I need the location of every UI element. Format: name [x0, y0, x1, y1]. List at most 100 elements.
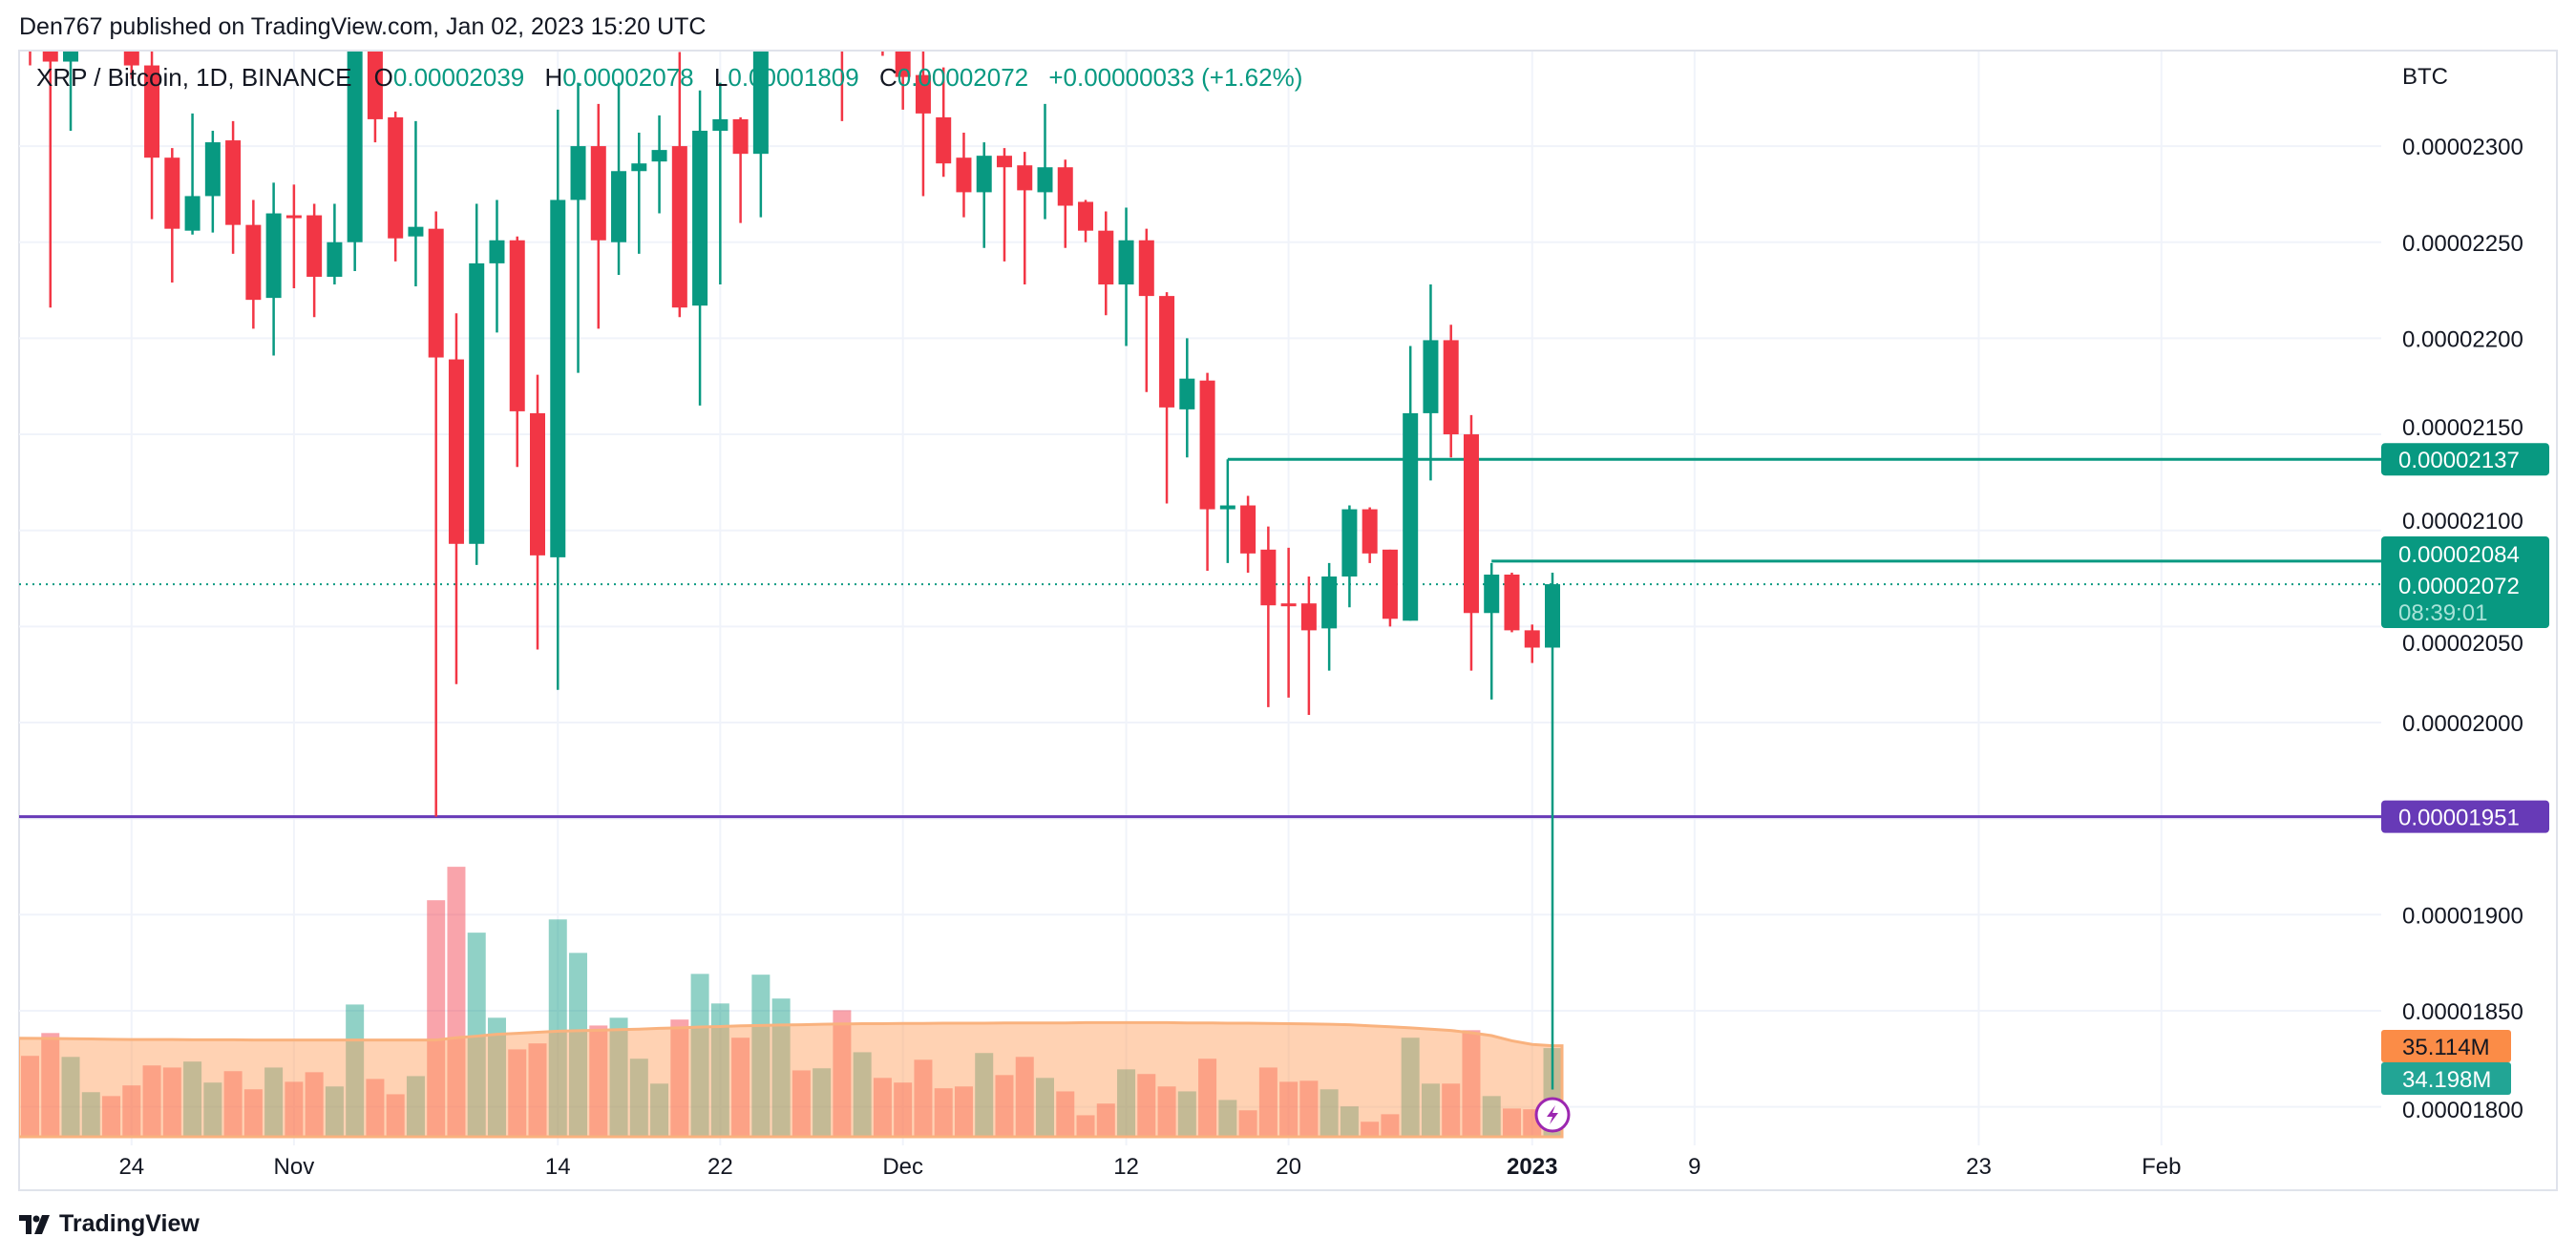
- countdown-timer: 08:39:01: [2398, 600, 2487, 626]
- time-tick-label: 24: [118, 1154, 144, 1180]
- price-tick-label: 0.00001900: [2402, 903, 2523, 929]
- candle: [895, 52, 911, 110]
- tradingview-logo[interactable]: TradingView: [19, 1210, 200, 1238]
- price-tick-label: 0.00001850: [2402, 999, 2523, 1025]
- candle: [570, 82, 586, 373]
- resistance-line-2137-label: 0.00002137: [2398, 448, 2520, 473]
- volume-bar: [833, 1010, 852, 1137]
- candle: [1362, 507, 1378, 563]
- volume-bar: [710, 1003, 729, 1137]
- last-price-label-bg: [2381, 536, 2549, 628]
- volume-bar: [325, 1086, 344, 1137]
- volume-bar: [1381, 1114, 1400, 1137]
- candle: [915, 52, 931, 197]
- volume-bar: [1482, 1096, 1501, 1137]
- candle: [1484, 562, 1500, 700]
- candle: [1321, 562, 1338, 671]
- candle: [245, 199, 262, 329]
- candle: [367, 52, 383, 143]
- time-axis[interactable]: 24 Nov 14 22 Dec 12 20 2023 9 23 Feb: [118, 1154, 2181, 1180]
- volume-bar: [609, 1017, 628, 1137]
- volume-bar: [1361, 1122, 1380, 1137]
- candle: [428, 211, 444, 817]
- volume-bar: [1502, 1108, 1521, 1137]
- volume-bar: [162, 1067, 181, 1137]
- candle-body: [509, 240, 525, 411]
- candle-body: [712, 118, 728, 131]
- candle-body: [773, 0, 789, 2]
- volume-bar: [995, 1075, 1014, 1137]
- low-label: L: [713, 63, 728, 92]
- candle: [1037, 103, 1053, 220]
- candle-body: [752, 52, 769, 155]
- plot-area[interactable]: [19, 0, 2382, 1139]
- candle-body: [1300, 603, 1317, 631]
- candle: [530, 374, 545, 650]
- volume-bar: [346, 1004, 365, 1137]
- publish-info: Den767 published on TradingView.com, Jan…: [19, 13, 707, 40]
- price-axis-currency: BTC: [2402, 64, 2448, 90]
- candle: [123, 52, 139, 79]
- candle: [590, 103, 606, 329]
- volume-bar: [873, 1078, 892, 1137]
- line-label-2084: 0.00002084: [2398, 542, 2520, 568]
- candle-body: [1403, 412, 1419, 621]
- candle: [1098, 211, 1114, 316]
- volume-bar: [650, 1083, 669, 1137]
- horizontal-lines[interactable]: [19, 457, 2381, 819]
- tradingview-brand: TradingView: [59, 1210, 200, 1237]
- candle: [712, 82, 728, 285]
- candle: [408, 120, 424, 287]
- candle: [184, 113, 201, 235]
- volume-bar: [751, 975, 771, 1137]
- volume-bar: [1421, 1083, 1440, 1137]
- volume-labels: 35.114M 34.198M: [2381, 1030, 2511, 1095]
- candle: [104, 0, 119, 31]
- candle: [1219, 459, 1235, 563]
- candle-body: [23, 0, 38, 8]
- candle-body: [1260, 549, 1277, 606]
- dividends-event-icon[interactable]: [1534, 1097, 1571, 1133]
- volume-bar: [1157, 1086, 1176, 1137]
- candle: [692, 90, 708, 406]
- volume-bar: [386, 1094, 405, 1137]
- support-line-1951-label-bg: [2381, 800, 2549, 833]
- candle: [509, 236, 525, 468]
- volume-bar: [1442, 1083, 1461, 1137]
- grid: [19, 52, 2381, 1145]
- resistance-line-2137-label-bg: [2381, 443, 2549, 476]
- time-tick-label: 12: [1113, 1154, 1139, 1180]
- candle-body: [408, 226, 424, 237]
- candle: [285, 184, 302, 289]
- candle-body: [1057, 167, 1073, 206]
- candle-body: [327, 241, 343, 277]
- volume-bar: [792, 1070, 811, 1137]
- volume-bar: [1036, 1078, 1054, 1137]
- candle-body: [1443, 340, 1459, 435]
- volume-bar: [1218, 1100, 1237, 1137]
- symbol-name[interactable]: XRP / Bitcoin, 1D, BINANCE: [36, 63, 352, 92]
- candle-body: [469, 262, 485, 544]
- candle-body: [976, 156, 992, 193]
- candle: [83, 0, 98, 46]
- candle: [936, 67, 952, 178]
- volume-ma-area: [19, 1020, 1564, 1139]
- candle-body: [855, 0, 870, 8]
- candle: [63, 52, 79, 131]
- last-price-label: 0.00002084 0.00002072 08:39:01: [2381, 536, 2549, 628]
- candle: [1199, 372, 1215, 571]
- volume-bar: [427, 900, 446, 1137]
- volume-bar: [934, 1088, 953, 1137]
- price-axis[interactable]: 0.00002300 0.00002250 0.00002200 0.00002150…: [2402, 135, 2523, 1123]
- open-label: O: [373, 63, 393, 92]
- candle-body: [1280, 603, 1297, 607]
- volume-bar: [1137, 1074, 1156, 1137]
- candle: [1017, 152, 1033, 285]
- price-tick-label: 0.00002300: [2402, 135, 2523, 160]
- time-tick-label: 14: [545, 1154, 571, 1180]
- volume-bar: [569, 953, 588, 1137]
- chart-frame: [18, 50, 2558, 1191]
- volume-bar: [914, 1059, 933, 1137]
- volume-bar: [1320, 1089, 1339, 1137]
